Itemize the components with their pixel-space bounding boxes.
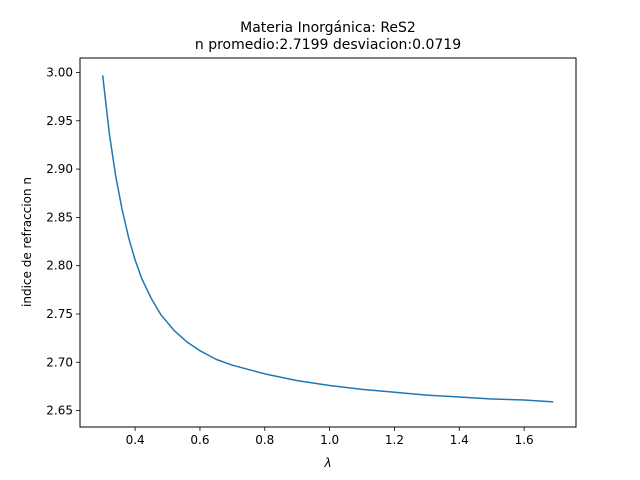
x-tick-label: 0.6 bbox=[190, 433, 209, 447]
x-tick-label: 1.2 bbox=[385, 433, 404, 447]
chart-subtitle: n promedio:2.7199 desviacion:0.0719 bbox=[195, 37, 461, 53]
x-tick-label: 0.8 bbox=[255, 433, 274, 447]
x-axis: 0.4 0.6 0.8 1.0 1.2 1.4 1.6 bbox=[126, 427, 534, 447]
chart-title: Materia Inorgánica: ReS2 bbox=[240, 20, 416, 36]
y-tick-label: 2.95 bbox=[46, 114, 73, 128]
y-tick-label: 2.70 bbox=[46, 355, 73, 369]
x-tick-label: 1.0 bbox=[320, 433, 339, 447]
y-tick-label: 2.65 bbox=[46, 404, 73, 418]
x-tick-label: 1.4 bbox=[450, 433, 469, 447]
x-tick-label: 0.4 bbox=[126, 433, 145, 447]
y-axis: 2.65 2.70 2.75 2.80 2.85 2.90 2.95 3.00 bbox=[46, 65, 80, 418]
y-tick-label: 3.00 bbox=[46, 65, 73, 79]
y-tick-label: 2.85 bbox=[46, 210, 73, 224]
y-tick-label: 2.80 bbox=[46, 259, 73, 273]
axes-frame bbox=[79, 57, 577, 428]
plot-area bbox=[101, 75, 554, 403]
x-axis-label: λ bbox=[323, 456, 331, 470]
y-tick-label: 2.75 bbox=[46, 307, 73, 321]
x-tick-label: 1.6 bbox=[515, 433, 534, 447]
y-tick-label: 2.90 bbox=[46, 162, 73, 176]
series-line-0 bbox=[101, 75, 554, 403]
y-axis-label: indice de refraccion n bbox=[20, 177, 34, 307]
